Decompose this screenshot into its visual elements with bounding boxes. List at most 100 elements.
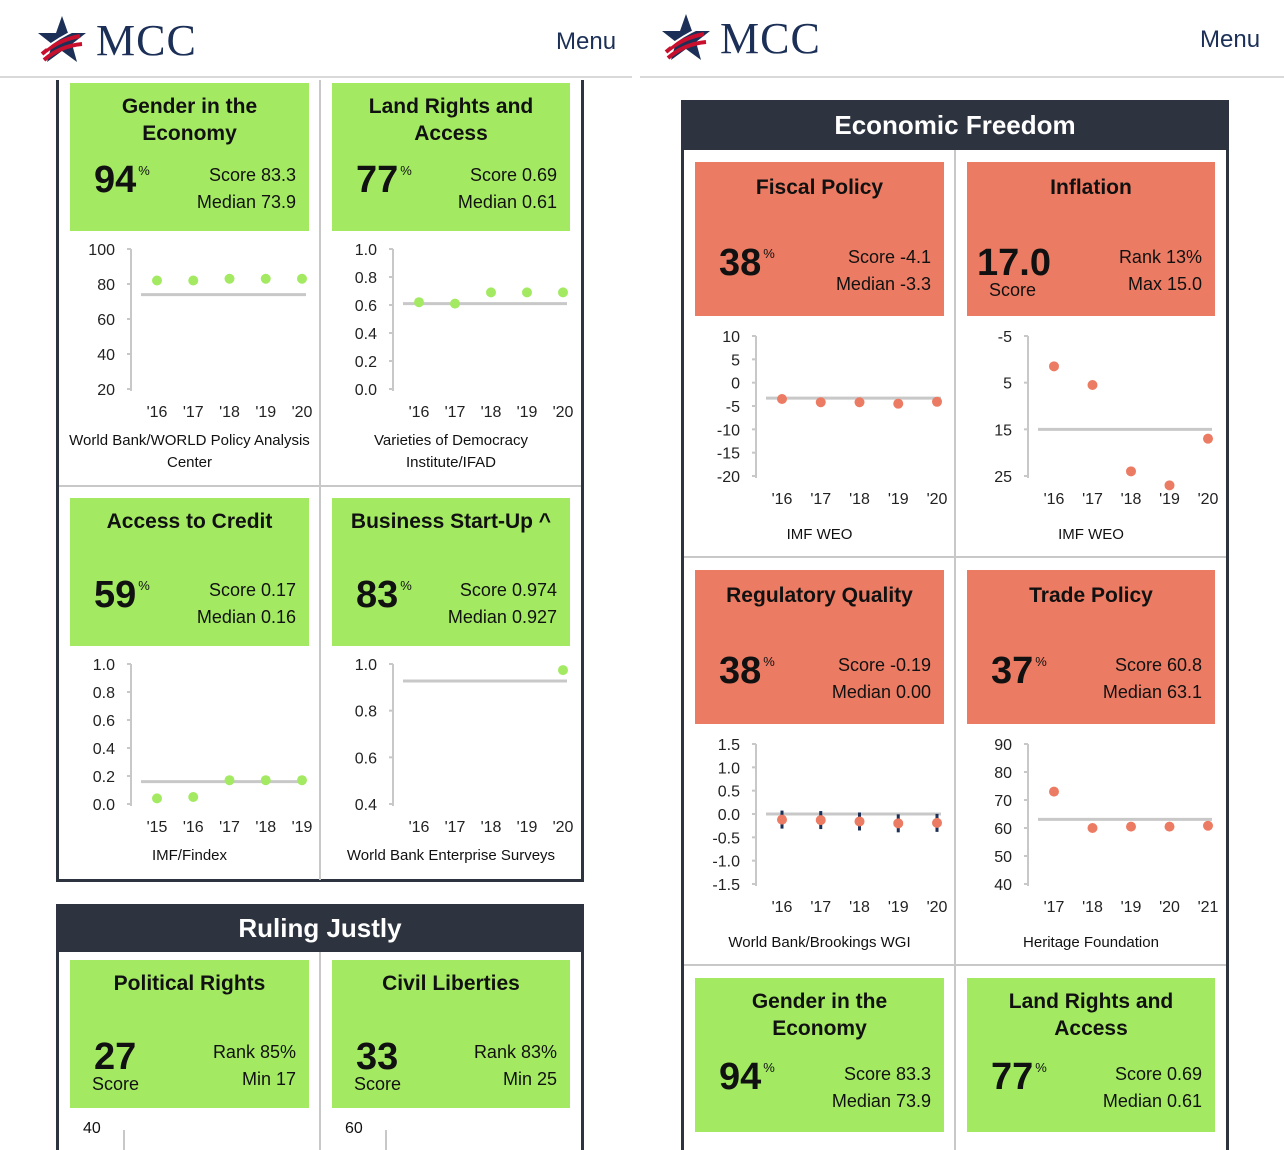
data-point bbox=[1049, 361, 1059, 372]
y-tick-label: 1.0 bbox=[93, 657, 115, 674]
x-tick-label: '21 bbox=[1198, 899, 1219, 916]
score-value: 17.0 bbox=[977, 242, 1051, 284]
y-tick-label: 0.6 bbox=[93, 713, 115, 730]
chart-inflation: -5 5 15 25 '16 '17 '18 '19 '20 bbox=[994, 329, 1218, 508]
chart-fiscal: 10 5 0 -5 -10 -15 -20 '16 '17 '18 '19 '20 bbox=[717, 329, 948, 508]
data-point bbox=[1126, 466, 1136, 477]
y-tick-label: -20 bbox=[717, 469, 740, 486]
y-tick-label: 0.6 bbox=[355, 298, 377, 315]
mcc-logo[interactable]: MCC bbox=[660, 12, 821, 64]
x-tick-label: '16 bbox=[147, 404, 168, 421]
data-source: Varieties of Democracy Institute/IFAD bbox=[374, 432, 528, 471]
indicator-card-gender-in-the-economy[interactable]: Gender in the Economy 94% Score 83.3 Media… bbox=[59, 83, 320, 483]
y-tick-label: 0.6 bbox=[355, 750, 377, 767]
y-tick-label: 90 bbox=[994, 737, 1012, 754]
card-title: Civil Liberties bbox=[382, 972, 520, 995]
data-point bbox=[558, 665, 568, 676]
header: MCC Menu bbox=[640, 0, 1284, 78]
score-tile: Gender in the Economy 94% Score 83.3 Media… bbox=[695, 978, 944, 1132]
data-point bbox=[1087, 823, 1098, 833]
y-axis bbox=[123, 1130, 125, 1150]
logo-text: MCC bbox=[720, 13, 821, 63]
y-tick-label: 80 bbox=[97, 277, 115, 294]
left-screen: MCC Menu Gender in the Economy 94% Score … bbox=[0, 0, 632, 1150]
y-tick-label: 0.4 bbox=[355, 797, 377, 814]
score-tile: Regulatory Quality 38% Score -0.19 Median… bbox=[695, 570, 944, 724]
indicator-card-civil-liberties[interactable]: Civil Liberties 33 Score Rank 83% Min 25 … bbox=[321, 960, 581, 1150]
data-point bbox=[1126, 821, 1136, 832]
score-tile: Land Rights and Access 77% Score 0.69 Medi… bbox=[967, 978, 1215, 1132]
data-point bbox=[260, 273, 271, 284]
x-tick-label: '19 bbox=[255, 404, 276, 421]
y-tick-label: 0.5 bbox=[718, 784, 740, 801]
data-point bbox=[558, 287, 568, 298]
chart-regulatory: 1.5 1.0 0.5 0.0 -0.5 -1.0 -1.5 '16 '17 '18 '19 '20 bbox=[712, 737, 947, 916]
data-point bbox=[1164, 821, 1175, 832]
x-tick-label: '18 bbox=[219, 404, 240, 421]
card-title: Access to Credit bbox=[106, 510, 273, 533]
score-median: Score 0.69 Median 0.61 bbox=[1102, 1064, 1202, 1111]
x-tick-label: '18 bbox=[1121, 491, 1142, 508]
grid-divider bbox=[684, 964, 1226, 966]
indicator-card-gender-in-the-economy[interactable]: Gender in the Economy 94% Score 83.3 Media… bbox=[684, 978, 955, 1150]
rank-min: Rank 85% Min 17 bbox=[212, 1042, 296, 1089]
data-source: IMF/Findex bbox=[151, 847, 227, 864]
percentile-value: 37% bbox=[991, 650, 1047, 692]
menu-button[interactable]: Menu bbox=[1200, 26, 1261, 53]
screen-divider bbox=[632, 0, 640, 1150]
y-tick-label: 25 bbox=[994, 469, 1012, 486]
data-source: World Bank Enterprise Surveys bbox=[346, 847, 556, 864]
card-title: Business Start-Up ^ bbox=[350, 510, 552, 533]
x-tick-label: '20 bbox=[292, 404, 313, 421]
y-tick-label: -0.5 bbox=[712, 830, 740, 847]
score-label: Score bbox=[989, 280, 1037, 300]
y-tick-label: 100 bbox=[88, 242, 115, 259]
chart-credit: 1.0 0.8 0.6 0.4 0.2 0.0 '15 '16 '17 '18 '19 bbox=[93, 657, 313, 836]
indicator-card-business-start-up[interactable]: Business Start-Up ^ 83% Score 0.974 Media… bbox=[321, 498, 581, 878]
menu-button[interactable]: Menu bbox=[556, 28, 617, 55]
x-tick-label: '16 bbox=[183, 819, 204, 836]
data-point bbox=[224, 775, 235, 786]
y-tick-label: 20 bbox=[97, 382, 115, 399]
score-tile: Inflation 17.0 Score Rank 13% Max 15.0 bbox=[967, 162, 1215, 316]
x-tick-label: '20 bbox=[1159, 899, 1180, 916]
indicator-card-land-rights[interactable]: Land Rights and Access 77% Score 0.69 Medi… bbox=[956, 978, 1226, 1150]
header: MCC Menu bbox=[0, 0, 632, 78]
data-point bbox=[188, 792, 199, 802]
y-tick-label: 60 bbox=[994, 821, 1012, 838]
card-title: Regulatory Quality bbox=[726, 584, 913, 607]
y-tick-label: 70 bbox=[994, 793, 1012, 810]
score-tile: Fiscal Policy 38% Score -4.1 Median -3.3 bbox=[695, 162, 944, 316]
rank-min: Rank 83% Min 25 bbox=[473, 1042, 557, 1089]
y-tick-label: 1.0 bbox=[355, 242, 377, 259]
data-source: World Bank/Brookings WGI bbox=[728, 934, 911, 951]
indicator-card-access-to-credit[interactable]: Access to Credit 59% Score 0.17 Median 0.… bbox=[59, 498, 320, 878]
section-title-ruling-justly: Ruling Justly bbox=[56, 904, 584, 952]
indicator-card-land-rights[interactable]: Land Rights and Access 77% Score 0.69 Medi… bbox=[321, 83, 581, 483]
x-tick-label: '18 bbox=[849, 899, 870, 916]
chart-land: 1.0 0.8 0.6 0.4 0.2 0.0 '16 '17 '18 '19 '20 bbox=[355, 242, 574, 421]
score-tile: Trade Policy 37% Score 60.8 Median 63.1 bbox=[967, 570, 1215, 724]
score-label: Score bbox=[354, 1074, 402, 1094]
score-tile: Political Rights 27 Score Rank 85% Min 17 bbox=[70, 960, 309, 1108]
mcc-logo[interactable]: MCC bbox=[36, 14, 197, 66]
indicator-card-inflation[interactable]: Inflation 17.0 Score Rank 13% Max 15.0 -5… bbox=[956, 162, 1226, 554]
card-title: Land Rights and Access bbox=[1008, 990, 1174, 1040]
x-tick-label: '17 bbox=[1082, 491, 1103, 508]
x-tick-label: '16 bbox=[409, 819, 430, 836]
data-point bbox=[932, 396, 942, 407]
grid-divider bbox=[319, 952, 321, 1150]
y-tick-label: 10 bbox=[722, 329, 740, 346]
indicator-card-political-rights[interactable]: Political Rights 27 Score Rank 85% Min 17… bbox=[59, 960, 320, 1150]
indicator-card-fiscal-policy[interactable]: Fiscal Policy 38% Score -4.1 Median -3.3 … bbox=[684, 162, 955, 554]
percentile-value: 38% bbox=[719, 242, 775, 284]
indicator-card-regulatory-quality[interactable]: Regulatory Quality 38% Score -0.19 Median… bbox=[684, 570, 955, 962]
y-tick-label: 50 bbox=[994, 849, 1012, 866]
percentile-value: 83% bbox=[356, 574, 412, 616]
indicator-card-trade-policy[interactable]: Trade Policy 37% Score 60.8 Median 63.1 9… bbox=[956, 570, 1226, 962]
data-point bbox=[777, 814, 787, 825]
data-point bbox=[152, 275, 162, 286]
card-title: Fiscal Policy bbox=[755, 176, 884, 199]
score-label: Score bbox=[92, 1074, 140, 1094]
percentile-value: 77% bbox=[356, 159, 412, 201]
